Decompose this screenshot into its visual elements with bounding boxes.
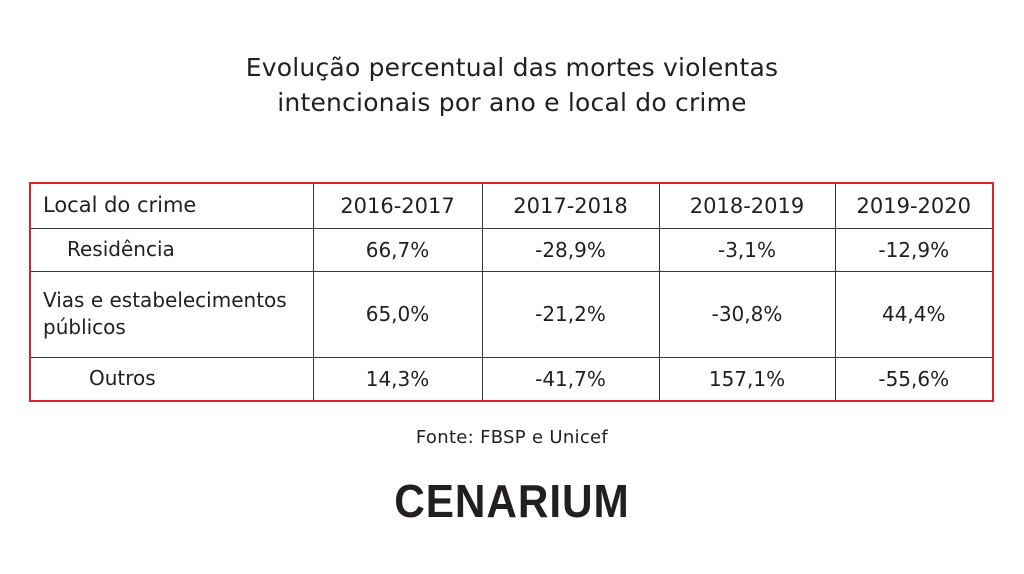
table-cell: 14,3% — [313, 357, 483, 400]
table-row: Residência 66,7% -28,9% -3,1% -12,9% — [31, 228, 992, 272]
table-row: Outros 14,3% -41,7% 157,1% -55,6% — [31, 357, 992, 400]
column-header-local: Local do crime — [31, 184, 314, 229]
brand-logo: CENARIUM — [394, 475, 630, 527]
chart-title-line-1: Evolução percentual das mortes violentas — [245, 53, 779, 82]
row-label-vias-line-1: Vias e estabelecimentos — [43, 288, 287, 312]
table-cell: -21,2% — [482, 271, 660, 358]
table-cell: 66,7% — [313, 228, 483, 272]
table-cell: 44,4% — [835, 271, 992, 358]
chart-title-line-2: intencionais por ano e local do crime — [277, 88, 747, 117]
row-label-vias-line-2: públicos — [43, 315, 126, 339]
table-cell: -3,1% — [659, 228, 836, 272]
column-header-2019-2020: 2019-2020 — [835, 184, 992, 229]
table-cell: 65,0% — [313, 271, 483, 358]
table-header-row: Local do crime 2016-2017 2017-2018 2018-… — [31, 184, 992, 229]
table-cell: 157,1% — [659, 357, 836, 400]
data-table: Local do crime 2016-2017 2017-2018 2018-… — [31, 184, 992, 400]
row-label-outros: Outros — [31, 357, 314, 400]
row-label-residencia: Residência — [31, 228, 314, 272]
row-label-vias: Vias e estabelecimentos públicos — [31, 271, 314, 358]
table-cell: -55,6% — [878, 366, 950, 391]
column-header-2018-2019: 2018-2019 — [659, 184, 836, 229]
source-note: Fonte: FBSP e Unicef — [415, 427, 609, 448]
table-cell: -30,8% — [659, 271, 836, 358]
table-row: Vias e estabelecimentos públicos 65,0% -… — [31, 271, 992, 358]
table-cell: -41,7% — [482, 357, 660, 400]
chart-title: Evolução percentual das mortes violentas… — [0, 50, 1024, 120]
data-table-frame: Local do crime 2016-2017 2017-2018 2018-… — [29, 182, 994, 402]
column-header-2017-2018: 2017-2018 — [482, 184, 660, 229]
column-header-2016-2017: 2016-2017 — [313, 184, 483, 229]
table-cell: -28,9% — [482, 228, 660, 272]
table-cell: -12,9% — [835, 228, 992, 272]
